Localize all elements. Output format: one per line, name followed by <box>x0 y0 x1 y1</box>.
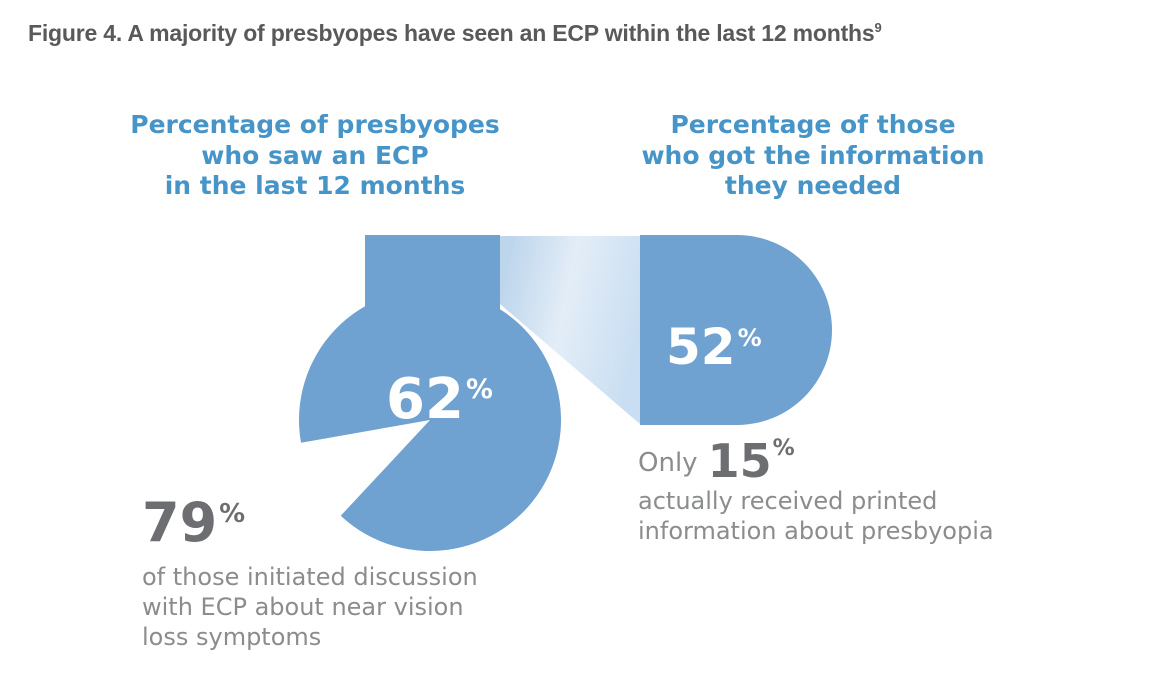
right-stat-percent-sign: % <box>772 436 795 461</box>
right-header-line-1: Percentage of those <box>670 110 956 139</box>
left-stat-value: 79% <box>142 496 245 550</box>
right-stat-prefix: Only <box>638 448 698 478</box>
left-pie-value-number: 62 <box>386 367 464 432</box>
figure-title-text: Figure 4. A majority of presbyopes have … <box>28 20 875 46</box>
right-header-line-3: they needed <box>724 171 902 200</box>
flow-ribbon <box>500 236 640 424</box>
left-stat-percent-sign: % <box>219 498 246 529</box>
right-stat-desc-line-2: information about presbyopia <box>638 517 994 546</box>
right-chart-header: Percentage of those who got the informat… <box>628 110 998 202</box>
right-stat-description: actually received printed information ab… <box>638 486 994 546</box>
left-stat-desc-line-2: with ECP about near vision <box>142 593 464 622</box>
left-pie-shape <box>299 288 562 551</box>
right-shape-value-number: 52 <box>666 318 736 376</box>
right-shape-value: 52% <box>666 322 762 372</box>
left-pie-value: 62% <box>386 372 493 428</box>
figure-title-superscript: 9 <box>874 20 882 35</box>
left-stat-description: of those initiated discussion with ECP a… <box>142 562 478 653</box>
left-stat-number: 79 <box>142 491 218 554</box>
right-header-line-2: who got the information <box>641 140 985 170</box>
figure-title: Figure 4. A majority of presbyopes have … <box>28 20 882 47</box>
left-pie-percent-sign: % <box>465 373 493 405</box>
left-chart-header: Percentage of presbyopes who saw an ECP … <box>130 110 500 202</box>
right-stat-number: 15 <box>707 434 772 488</box>
left-header-line-2: who saw an ECP <box>201 140 429 170</box>
right-semicircle-shape <box>640 235 832 425</box>
left-header-line-3: in the last 12 months <box>164 171 466 200</box>
left-stat-desc-line-1: of those initiated discussion <box>142 563 478 591</box>
right-stat-desc-line-1: actually received printed <box>638 487 938 515</box>
right-shape-percent-sign: % <box>737 324 762 352</box>
left-stat-desc-line-3: loss symptoms <box>142 623 322 652</box>
left-header-line-1: Percentage of presbyopes <box>130 110 500 139</box>
right-stat-value: Only 15% <box>638 436 795 484</box>
